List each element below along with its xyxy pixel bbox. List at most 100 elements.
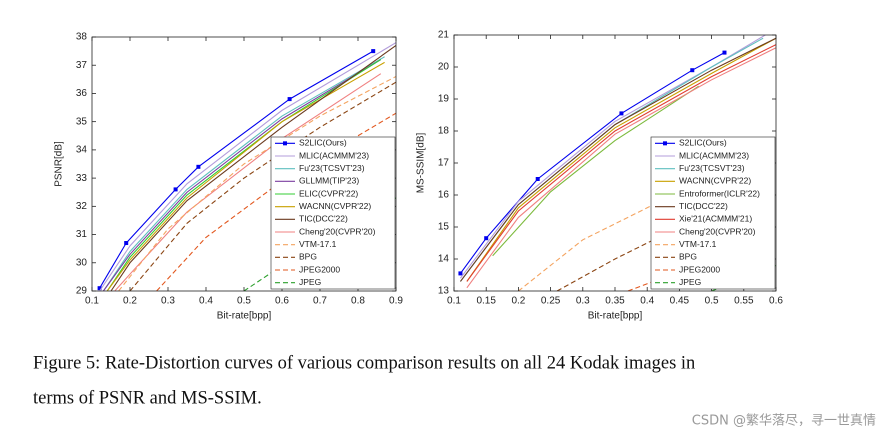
legend-label: Cheng'20(CVPR'20) — [679, 226, 756, 236]
x-tick-label: 0.9 — [389, 296, 403, 307]
series-line — [102, 59, 382, 291]
x-tick-label: 0.1 — [85, 296, 99, 307]
legend-label: VTM-17.1 — [299, 239, 337, 249]
point-marker — [196, 164, 201, 169]
x-tick-label: 0.5 — [705, 296, 719, 307]
point-marker — [484, 236, 489, 241]
x-tick-label: 0.8 — [351, 296, 365, 307]
y-tick-label: 31 — [76, 229, 88, 240]
x-tick-label: 0.2 — [123, 296, 137, 307]
y-tick-label: 29 — [76, 286, 88, 297]
point-marker — [97, 286, 102, 291]
series-line — [110, 45, 396, 291]
x-tick-label: 0.15 — [476, 296, 496, 307]
point-marker — [722, 50, 727, 55]
x-axis-label: Bit-rate[bpp] — [217, 311, 272, 322]
point-marker — [287, 97, 292, 102]
legend-label: S2LIC(Ours) — [679, 138, 727, 148]
series-line — [106, 61, 385, 291]
x-tick-label: 0.45 — [670, 296, 690, 307]
plot-area — [458, 35, 776, 291]
legend-box — [650, 136, 776, 290]
legend-label: TIC(DCC'22) — [299, 214, 348, 224]
x-axis-label: Bit-rate[bpp] — [588, 311, 643, 322]
legend-label: ELIC(CVPR'22) — [299, 188, 358, 198]
y-tick-label: 30 — [76, 257, 88, 268]
legend-label: TIC(DCC'22) — [679, 201, 728, 211]
series-line — [99, 42, 396, 291]
series-line — [106, 59, 382, 291]
legend-label: Fu'23(TCSVT'23) — [679, 163, 745, 173]
x-tick-label: 0.3 — [576, 296, 590, 307]
series-line — [118, 76, 396, 291]
y-tick-label: 33 — [76, 173, 88, 184]
point-marker — [458, 271, 463, 276]
legend-label: JPEG2000 — [679, 264, 720, 274]
y-axis-label: MS-SSIM[dB] — [416, 133, 427, 194]
point-marker — [371, 49, 376, 54]
point-marker — [173, 187, 178, 192]
series-line — [492, 85, 700, 257]
x-tick-label: 0.25 — [541, 296, 561, 307]
x-tick-label: 0.6 — [769, 296, 783, 307]
y-axis-label: PSNR[dB] — [54, 141, 65, 187]
x-tick-label: 0.35 — [605, 296, 625, 307]
y-tick-label: 16 — [438, 190, 450, 201]
x-tick-label: 0.3 — [161, 296, 175, 307]
legend-label: JPEG2000 — [299, 264, 340, 274]
y-tick-label: 36 — [76, 88, 88, 99]
x-tick-label: 0.5 — [237, 296, 251, 307]
y-tick-label: 38 — [76, 32, 88, 43]
x-tick-label: 0.4 — [199, 296, 213, 307]
legend-marker — [663, 141, 667, 146]
watermark: CSDN @繁华落尽，寻一世真情 — [692, 413, 876, 429]
y-tick-label: 34 — [76, 145, 88, 156]
legend-label: S2LIC(Ours) — [299, 138, 347, 148]
legend-label: WACNN(CVPR'22) — [679, 176, 751, 186]
y-tick-label: 21 — [438, 30, 450, 41]
point-marker — [690, 68, 695, 73]
y-tick-label: 17 — [438, 158, 450, 169]
y-tick-label: 13 — [438, 286, 450, 297]
legend-marker — [283, 141, 287, 146]
series-line — [102, 56, 385, 291]
y-tick-label: 20 — [438, 62, 450, 73]
y-tick-label: 19 — [438, 94, 450, 105]
y-tick-label: 14 — [438, 254, 450, 265]
x-tick-label: 0.4 — [640, 296, 654, 307]
series-line — [99, 50, 374, 289]
y-tick-label: 32 — [76, 201, 88, 212]
series-line — [518, 188, 687, 291]
legend-label: Fu'23(TCSVT'23) — [299, 163, 365, 173]
point-marker — [619, 111, 624, 116]
legend-label: BPG — [679, 252, 697, 262]
legend-label: MLIC(ACMMM'23) — [679, 150, 749, 160]
legend-box — [270, 136, 396, 290]
series-line — [460, 35, 767, 279]
legend-label: GLLMM(TIP'23) — [299, 176, 359, 186]
caption-line: Figure 5: Rate-Distortion curves of vari… — [33, 353, 695, 373]
legend-label: MLIC(ACMMM'23) — [299, 150, 369, 160]
x-tick-label: 0.1 — [447, 296, 461, 307]
legend-label: WACNN(CVPR'22) — [299, 201, 371, 211]
legend-label: BPG — [299, 252, 317, 262]
series-line — [460, 37, 776, 282]
legend-label: JPEG — [679, 277, 701, 287]
x-tick-label: 0.55 — [734, 296, 754, 307]
point-marker — [124, 241, 129, 246]
y-tick-label: 37 — [76, 60, 88, 71]
y-tick-label: 18 — [438, 126, 450, 137]
series-line — [466, 37, 776, 282]
x-tick-label: 0.7 — [313, 296, 327, 307]
caption-line: terms of PSNR and MS-SSIM. — [33, 388, 262, 408]
series-line — [459, 52, 725, 274]
legend-label: Entroformer(ICLR'22) — [679, 188, 760, 198]
legend-label: VTM-17.1 — [679, 239, 717, 249]
x-tick-label: 0.6 — [275, 296, 289, 307]
y-tick-label: 15 — [438, 222, 450, 233]
legend-label: JPEG — [299, 277, 321, 287]
legend-label: Xie'21(ACMMM'21) — [679, 214, 752, 224]
series-line — [129, 81, 396, 291]
series-line — [466, 47, 776, 289]
